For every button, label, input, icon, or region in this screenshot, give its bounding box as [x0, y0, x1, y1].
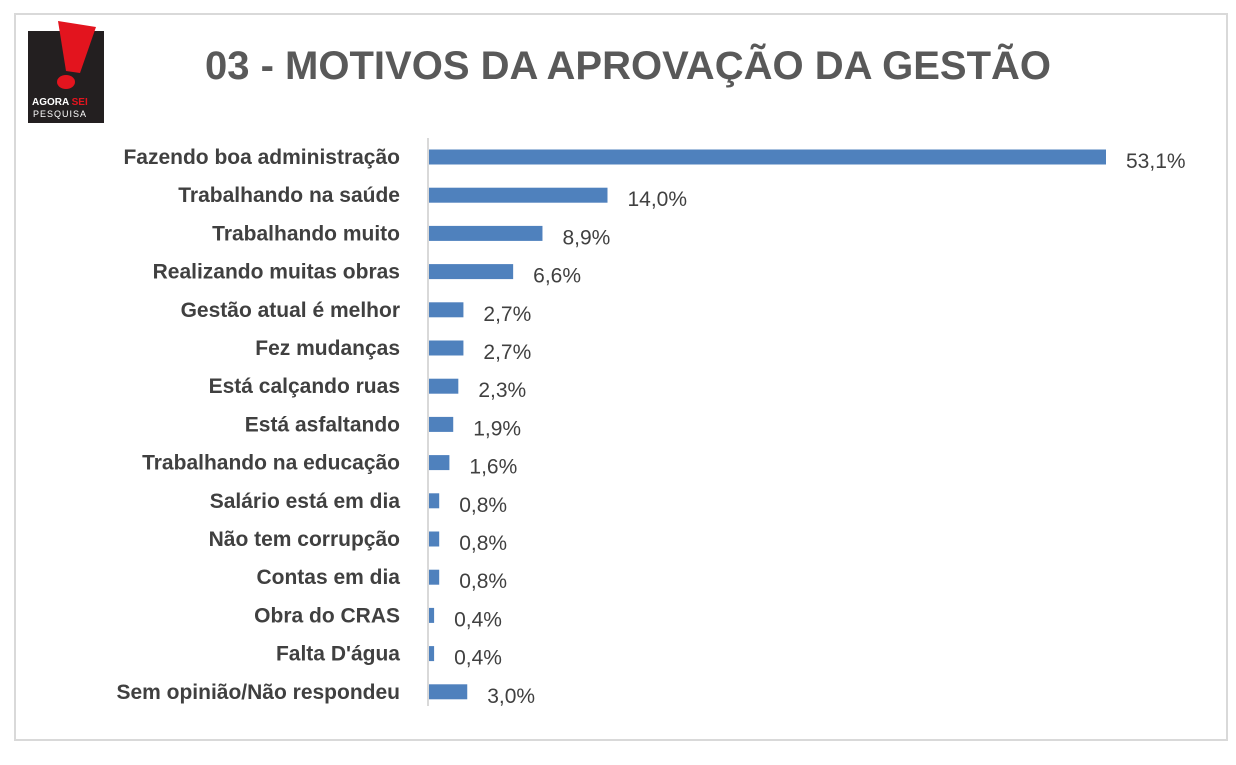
chart-title: 03 - MOTIVOS DA APROVAÇÃO DA GESTÃO [205, 44, 1051, 88]
data-label: 0,4% [454, 647, 502, 670]
category-label: Sem opinião/Não respondeu [116, 681, 400, 704]
category-label: Gestão atual é melhor [181, 299, 400, 322]
data-label: 53,1% [1126, 150, 1186, 173]
data-label: 2,7% [483, 341, 531, 364]
data-label: 0,4% [454, 608, 502, 631]
data-label: 6,6% [533, 265, 581, 288]
category-label: Contas em dia [256, 566, 400, 589]
bar [429, 264, 514, 280]
svg-text:AGORA SEI: AGORA SEI [32, 97, 88, 108]
category-label: Salário está em dia [210, 490, 401, 513]
agora-sei-logo: AGORA SEI PESQUISA [28, 21, 104, 123]
bar [429, 225, 543, 241]
data-label: 14,0% [627, 188, 687, 211]
data-label: 0,8% [459, 494, 507, 517]
bar [429, 493, 440, 509]
data-label: 3,0% [487, 685, 535, 708]
category-label: Está calçando ruas [209, 375, 400, 398]
category-label: Não tem corrupção [209, 528, 400, 551]
logo-exclamation-bar [58, 21, 96, 73]
bar [429, 340, 464, 356]
bar [429, 531, 440, 547]
bar [429, 455, 450, 471]
data-label: 1,6% [469, 456, 517, 479]
bar [429, 378, 459, 394]
bar [429, 302, 464, 318]
logo-text-pesquisa: PESQUISA [33, 109, 87, 119]
bar [429, 646, 435, 662]
category-label: Está asfaltando [245, 413, 400, 436]
logo-exclamation-dot [57, 75, 75, 89]
data-label: 0,8% [459, 570, 507, 593]
plot-area: Fazendo boa administração 53,1% Trabalhand… [116, 138, 1186, 708]
chart-frame [14, 13, 1228, 741]
bar [429, 416, 454, 432]
bar [429, 569, 440, 585]
category-label: Fez mudanças [255, 337, 400, 360]
data-label: 8,9% [562, 226, 610, 249]
category-label: Fazendo boa administração [123, 146, 400, 169]
category-label: Trabalhando na educação [142, 452, 400, 475]
category-label: Falta D'água [276, 643, 400, 666]
bar [429, 187, 608, 203]
logo-text-sei: SEI [72, 97, 88, 108]
data-label: 1,9% [473, 417, 521, 440]
category-label: Trabalhando muito [212, 222, 400, 245]
bar [429, 607, 435, 623]
data-label: 2,7% [483, 303, 531, 326]
data-label: 2,3% [478, 379, 526, 402]
category-label: Obra do CRAS [254, 604, 400, 627]
bar [429, 684, 468, 700]
category-label: Realizando muitas obras [153, 261, 400, 284]
data-label: 0,8% [459, 532, 507, 555]
category-label: Trabalhando na saúde [178, 184, 400, 207]
logo-text-agora: AGORA [32, 97, 69, 108]
bar [429, 149, 1106, 165]
